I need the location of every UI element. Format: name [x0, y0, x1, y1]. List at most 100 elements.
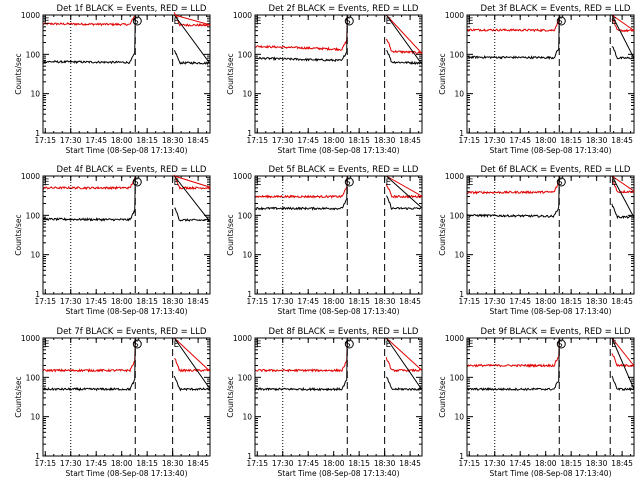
- y-tick-label: 1000: [233, 11, 252, 20]
- x-tick-label: 17:30: [60, 459, 82, 468]
- x-tick-label: 18:45: [611, 297, 633, 306]
- lld-series-line: [385, 175, 423, 199]
- x-tick-label: 18:15: [348, 297, 370, 306]
- x-tick-label: 17:30: [484, 136, 506, 145]
- x-tick-label: 17:15: [34, 297, 56, 306]
- events-series-line: [173, 175, 211, 222]
- marker-label: E: [611, 17, 616, 27]
- y-axis-label: Counts/sec: [226, 214, 235, 255]
- x-tick-label: 18:30: [374, 297, 396, 306]
- x-tick-label: 17:30: [60, 136, 82, 145]
- x-tick-label: 17:15: [34, 459, 56, 468]
- y-tick-label: 1: [459, 290, 464, 299]
- y-tick-label: 100: [238, 373, 253, 382]
- y-axis-label: Counts/sec: [14, 214, 23, 255]
- plot-frame: [254, 14, 423, 134]
- marker-circle: [556, 339, 566, 349]
- y-tick-label: 100: [450, 373, 465, 382]
- events-series-line: [254, 14, 348, 63]
- y-tick-label: 10: [454, 413, 464, 422]
- panel-title: Det 4f BLACK = Events, RED = LLD: [57, 165, 207, 175]
- x-tick-label: 17:45: [509, 297, 531, 306]
- events-series-line: [466, 337, 560, 392]
- y-tick-label: 100: [238, 211, 253, 220]
- panel-title: Det 6f BLACK = Events, RED = LLD: [481, 165, 631, 175]
- marker-circle: [132, 177, 142, 187]
- panel-title: Det 9f BLACK = Events, RED = LLD: [481, 327, 631, 337]
- y-axis-label: Counts/sec: [226, 376, 235, 417]
- x-tick-label: 17:15: [458, 459, 480, 468]
- x-axis-label: Start Time (08-Sep-08 17:13:40): [66, 307, 188, 316]
- x-tick-label: 18:45: [187, 136, 209, 145]
- panel-det-8: Det 8f BLACK = Events, RED = LLD 1 10 100 10…: [226, 327, 423, 478]
- events-series-line: [254, 175, 348, 211]
- panel-title: Det 7f BLACK = Events, RED = LLD: [57, 327, 207, 337]
- x-tick-label: 17:15: [458, 297, 480, 306]
- panel-title: Det 1f BLACK = Events, RED = LLD: [57, 4, 207, 14]
- y-tick-label: 1: [247, 290, 252, 299]
- y-tick-label: 10: [30, 251, 40, 260]
- marker-circle: [132, 16, 142, 26]
- y-tick-label: 1000: [21, 334, 40, 343]
- y-tick-label: 100: [450, 211, 465, 220]
- lld-series-line: [385, 14, 423, 55]
- y-tick-label: 100: [26, 211, 41, 220]
- y-tick-label: 10: [30, 413, 40, 422]
- panel-title: Det 5f BLACK = Events, RED = LLD: [269, 165, 419, 175]
- marker-circle: [344, 177, 354, 187]
- x-tick-label: 17:15: [246, 459, 268, 468]
- plot-frame: [254, 337, 423, 457]
- x-tick-label: 17:30: [484, 459, 506, 468]
- x-tick-label: 18:45: [399, 297, 421, 306]
- marker-label: E: [174, 17, 179, 27]
- plot-frame: [42, 175, 211, 295]
- x-axis-label: Start Time (08-Sep-08 17:13:40): [278, 307, 400, 316]
- events-series-line: [42, 175, 136, 222]
- y-tick-label: 1000: [233, 172, 252, 181]
- marker-label: E: [174, 340, 179, 350]
- events-series-line: [385, 14, 423, 65]
- x-tick-label: 18:30: [586, 459, 608, 468]
- events-series-line: [173, 337, 211, 392]
- x-tick-label: 18:15: [136, 459, 158, 468]
- marker-label: E: [256, 178, 261, 188]
- marker-label: S: [345, 17, 350, 27]
- panel-det-2: Det 2f BLACK = Events, RED = LLD 1 10 100 10…: [226, 4, 423, 155]
- x-tick-label: 18:00: [111, 297, 133, 306]
- y-tick-label: 10: [242, 251, 252, 260]
- x-axis-label: Start Time (08-Sep-08 17:13:40): [66, 146, 188, 155]
- marker-label: S: [133, 178, 138, 188]
- y-tick-label: 1000: [445, 334, 464, 343]
- y-tick-label: 100: [450, 50, 465, 59]
- x-tick-label: 17:30: [272, 459, 294, 468]
- x-tick-label: 17:15: [458, 136, 480, 145]
- panel-det-3: Det 3f BLACK = Events, RED = LLD 1 10 100 10…: [438, 4, 635, 155]
- events-series-line: [466, 14, 560, 60]
- y-tick-label: 1000: [445, 172, 464, 181]
- plot-frame: [466, 175, 635, 295]
- x-tick-label: 18:00: [323, 136, 345, 145]
- plot-frame: [42, 337, 211, 457]
- plot-frame: [42, 14, 211, 134]
- panel-det-6: Det 6f BLACK = Events, RED = LLD 1 10 100 10…: [438, 165, 635, 316]
- x-tick-label: 17:15: [246, 136, 268, 145]
- marker-label: S: [345, 178, 350, 188]
- lld-series-line: [254, 14, 348, 52]
- x-tick-label: 17:45: [85, 459, 107, 468]
- x-tick-label: 18:30: [162, 136, 184, 145]
- panel-title: Det 2f BLACK = Events, RED = LLD: [269, 4, 419, 14]
- x-tick-label: 18:45: [611, 459, 633, 468]
- marker-label: E: [256, 340, 261, 350]
- marker-circle: [344, 16, 354, 26]
- y-tick-label: 1000: [21, 11, 40, 20]
- x-tick-label: 18:00: [323, 297, 345, 306]
- x-tick-label: 18:45: [187, 297, 209, 306]
- marker-label: S: [345, 340, 350, 350]
- panel-title: Det 8f BLACK = Events, RED = LLD: [269, 327, 419, 337]
- lld-series-line: [611, 14, 635, 33]
- y-tick-label: 1000: [445, 11, 464, 20]
- marker-label: E: [174, 178, 179, 188]
- y-axis-label: Counts/sec: [226, 53, 235, 94]
- x-tick-label: 17:15: [34, 136, 56, 145]
- events-series-line: [42, 14, 136, 65]
